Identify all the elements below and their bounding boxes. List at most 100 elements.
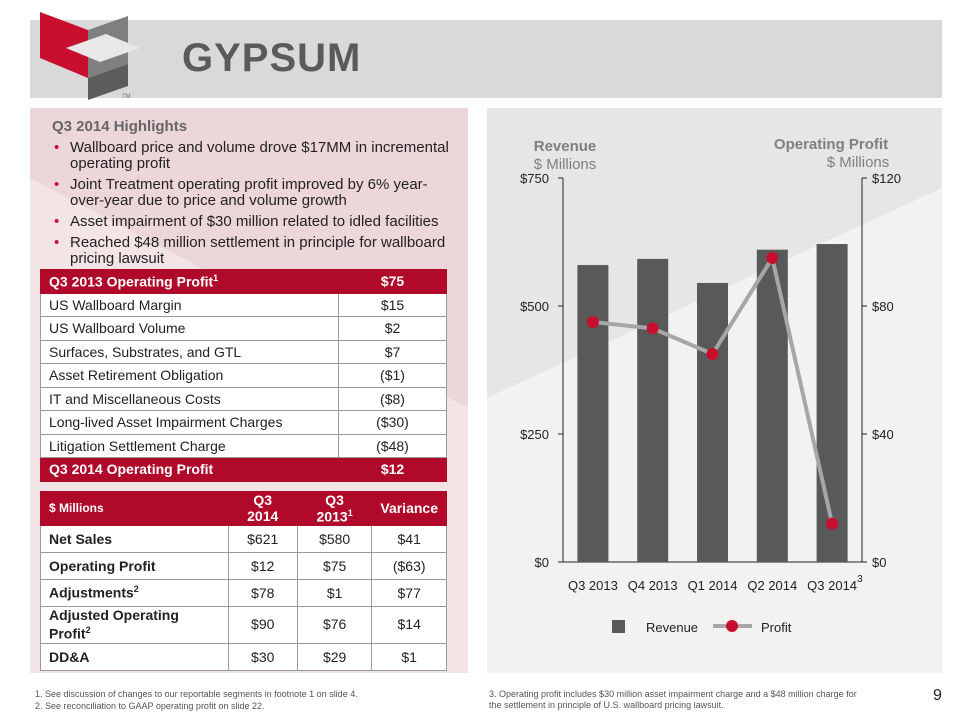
bridge-label: Litigation Settlement Charge bbox=[40, 433, 339, 458]
right-tick-label: $0 bbox=[872, 555, 886, 570]
bridge-value: $2 bbox=[338, 316, 447, 341]
right-tick-label: $40 bbox=[872, 427, 894, 442]
table-row: Litigation Settlement Charge ($48) bbox=[40, 433, 447, 458]
bridge-start-footnote: 1 bbox=[213, 272, 219, 283]
bridge-value: ($1) bbox=[338, 363, 447, 388]
left-tick-label: $0 bbox=[535, 555, 549, 570]
summary-header: Q3 20131 bbox=[296, 491, 373, 526]
summary-cell: $621 bbox=[227, 524, 298, 553]
footnote-2: 2. See reconciliation to GAAP operating … bbox=[35, 701, 265, 711]
x-tick-label: Q3 2014 bbox=[807, 578, 857, 593]
revenue-bar bbox=[637, 258, 669, 562]
right-axis-subtitle: $ Millions bbox=[827, 154, 890, 171]
summary-cell: $1 bbox=[371, 642, 447, 671]
x-tick-label: Q3 2013 bbox=[568, 578, 618, 593]
highlight-item: Reached $48 million settlement in princi… bbox=[50, 235, 460, 267]
profit-point bbox=[826, 517, 839, 530]
summary-cell: $29 bbox=[296, 642, 373, 671]
page-number: 9 bbox=[933, 687, 942, 704]
highlight-item: Asset impairment of $30 million related … bbox=[50, 214, 460, 231]
bridge-value: ($8) bbox=[338, 386, 447, 411]
right-tick-label: $80 bbox=[872, 299, 894, 314]
summary-cell: $90 bbox=[227, 605, 298, 644]
x-tick-label: Q1 2014 bbox=[688, 578, 738, 593]
summary-row-footnote: 2 bbox=[85, 624, 91, 635]
profit-point bbox=[766, 252, 779, 264]
logo-tm: TM bbox=[122, 94, 131, 100]
profit-point bbox=[586, 316, 599, 328]
left-tick-label: $750 bbox=[520, 171, 549, 186]
summary-cell: $1 bbox=[296, 578, 373, 607]
footnote-3: 3. Operating profit includes $30 million… bbox=[489, 689, 857, 710]
table-row: IT and Miscellaneous Costs ($8) bbox=[40, 386, 447, 411]
summary-row-label: DD&A bbox=[40, 642, 229, 671]
company-logo: TM bbox=[40, 12, 140, 100]
summary-cell: $76 bbox=[296, 605, 373, 644]
table-row: Long-lived Asset Impairment Charges ($30) bbox=[40, 410, 447, 435]
legend-profit-label: Profit bbox=[761, 620, 792, 635]
right-tick-label: $120 bbox=[872, 171, 901, 186]
summary-cell: $14 bbox=[371, 605, 447, 644]
bridge-label: Surfaces, Substrates, and GTL bbox=[40, 339, 339, 364]
revenue-bar bbox=[816, 244, 848, 562]
bridge-value: ($30) bbox=[338, 410, 447, 435]
bridge-label: IT and Miscellaneous Costs bbox=[40, 386, 339, 411]
profit-point bbox=[646, 322, 659, 335]
bridge-value: ($48) bbox=[338, 433, 447, 458]
legend-revenue-swatch bbox=[612, 620, 625, 633]
summary-row-footnote: 2 bbox=[133, 584, 139, 595]
footnote-1: 1. See discussion of changes to our repo… bbox=[35, 689, 358, 699]
summary-cell: $580 bbox=[296, 524, 373, 553]
header-band bbox=[30, 20, 942, 98]
bridge-end-row: Q3 2014 Operating Profit $12 bbox=[40, 457, 447, 482]
revenue-bar bbox=[697, 282, 728, 562]
summary-cell: $12 bbox=[227, 551, 298, 580]
bridge-start-row: Q3 2013 Operating Profit1 $75 bbox=[40, 269, 447, 294]
summary-cell: $75 bbox=[296, 551, 373, 580]
table-row: Surfaces, Substrates, and GTL $7 bbox=[40, 339, 447, 364]
bridge-label: Asset Retirement Obligation bbox=[40, 363, 339, 388]
bridge-end-label: Q3 2014 Operating Profit bbox=[40, 457, 339, 482]
legend-revenue-label: Revenue bbox=[646, 620, 698, 635]
page-title: GYPSUM bbox=[182, 36, 362, 80]
bridge-start-value: $75 bbox=[338, 269, 447, 294]
highlight-item: Joint Treatment operating profit improve… bbox=[50, 177, 460, 209]
table-row: Net Sales $621 $580 $41 bbox=[40, 524, 447, 553]
table-row: Operating Profit $12 $75 ($63) bbox=[40, 551, 447, 580]
bridge-label: US Wallboard Margin bbox=[40, 292, 339, 317]
left-axis-title: Revenue bbox=[534, 138, 597, 155]
table-row: DD&A $30 $29 $1 bbox=[40, 642, 447, 671]
highlights-list: Wallboard price and volume drove $17MM i… bbox=[50, 140, 460, 272]
summary-header-footnote: 1 bbox=[347, 508, 353, 518]
left-tick-label: $500 bbox=[520, 299, 549, 314]
bridge-start-label: Q3 2013 Operating Profit1 bbox=[40, 269, 339, 294]
highlights-title: Q3 2014 Highlights bbox=[52, 118, 188, 135]
summary-cell: $78 bbox=[227, 578, 298, 607]
operating-profit-bridge-table: Q3 2013 Operating Profit1 $75 US Wallboa… bbox=[40, 269, 447, 482]
summary-header: Q3 2014 bbox=[227, 491, 298, 526]
bridge-value: $7 bbox=[338, 339, 447, 364]
summary-row-label: Net Sales bbox=[40, 524, 229, 553]
bridge-label: Long-lived Asset Impairment Charges bbox=[40, 410, 339, 435]
table-row: US Wallboard Volume $2 bbox=[40, 316, 447, 341]
profit-point bbox=[706, 348, 719, 360]
revenue-bar bbox=[577, 265, 609, 562]
legend-profit-marker bbox=[726, 620, 738, 632]
right-axis-title: Operating Profit bbox=[774, 136, 888, 153]
bridge-end-value: $12 bbox=[338, 457, 447, 482]
x-tick-footnote: 3 bbox=[857, 574, 863, 585]
bridge-label: US Wallboard Volume bbox=[40, 316, 339, 341]
table-row: Adjustments2 $78 $1 $77 bbox=[40, 578, 447, 607]
x-tick-label: Q4 2013 bbox=[628, 578, 678, 593]
x-tick-label: Q2 2014 bbox=[747, 578, 797, 593]
summary-row-label: Adjustments2 bbox=[40, 578, 229, 607]
financial-summary-table: $ Millions Q3 2014 Q3 20131 Variance Net… bbox=[40, 491, 447, 671]
table-row: US Wallboard Margin $15 bbox=[40, 292, 447, 317]
table-row: Asset Retirement Obligation ($1) bbox=[40, 363, 447, 388]
summary-cell: $30 bbox=[227, 642, 298, 671]
summary-header-row: $ Millions Q3 2014 Q3 20131 Variance bbox=[40, 491, 447, 526]
left-axis-subtitle: $ Millions bbox=[534, 156, 597, 173]
bridge-value: $15 bbox=[338, 292, 447, 317]
revenue-bar bbox=[756, 249, 788, 562]
